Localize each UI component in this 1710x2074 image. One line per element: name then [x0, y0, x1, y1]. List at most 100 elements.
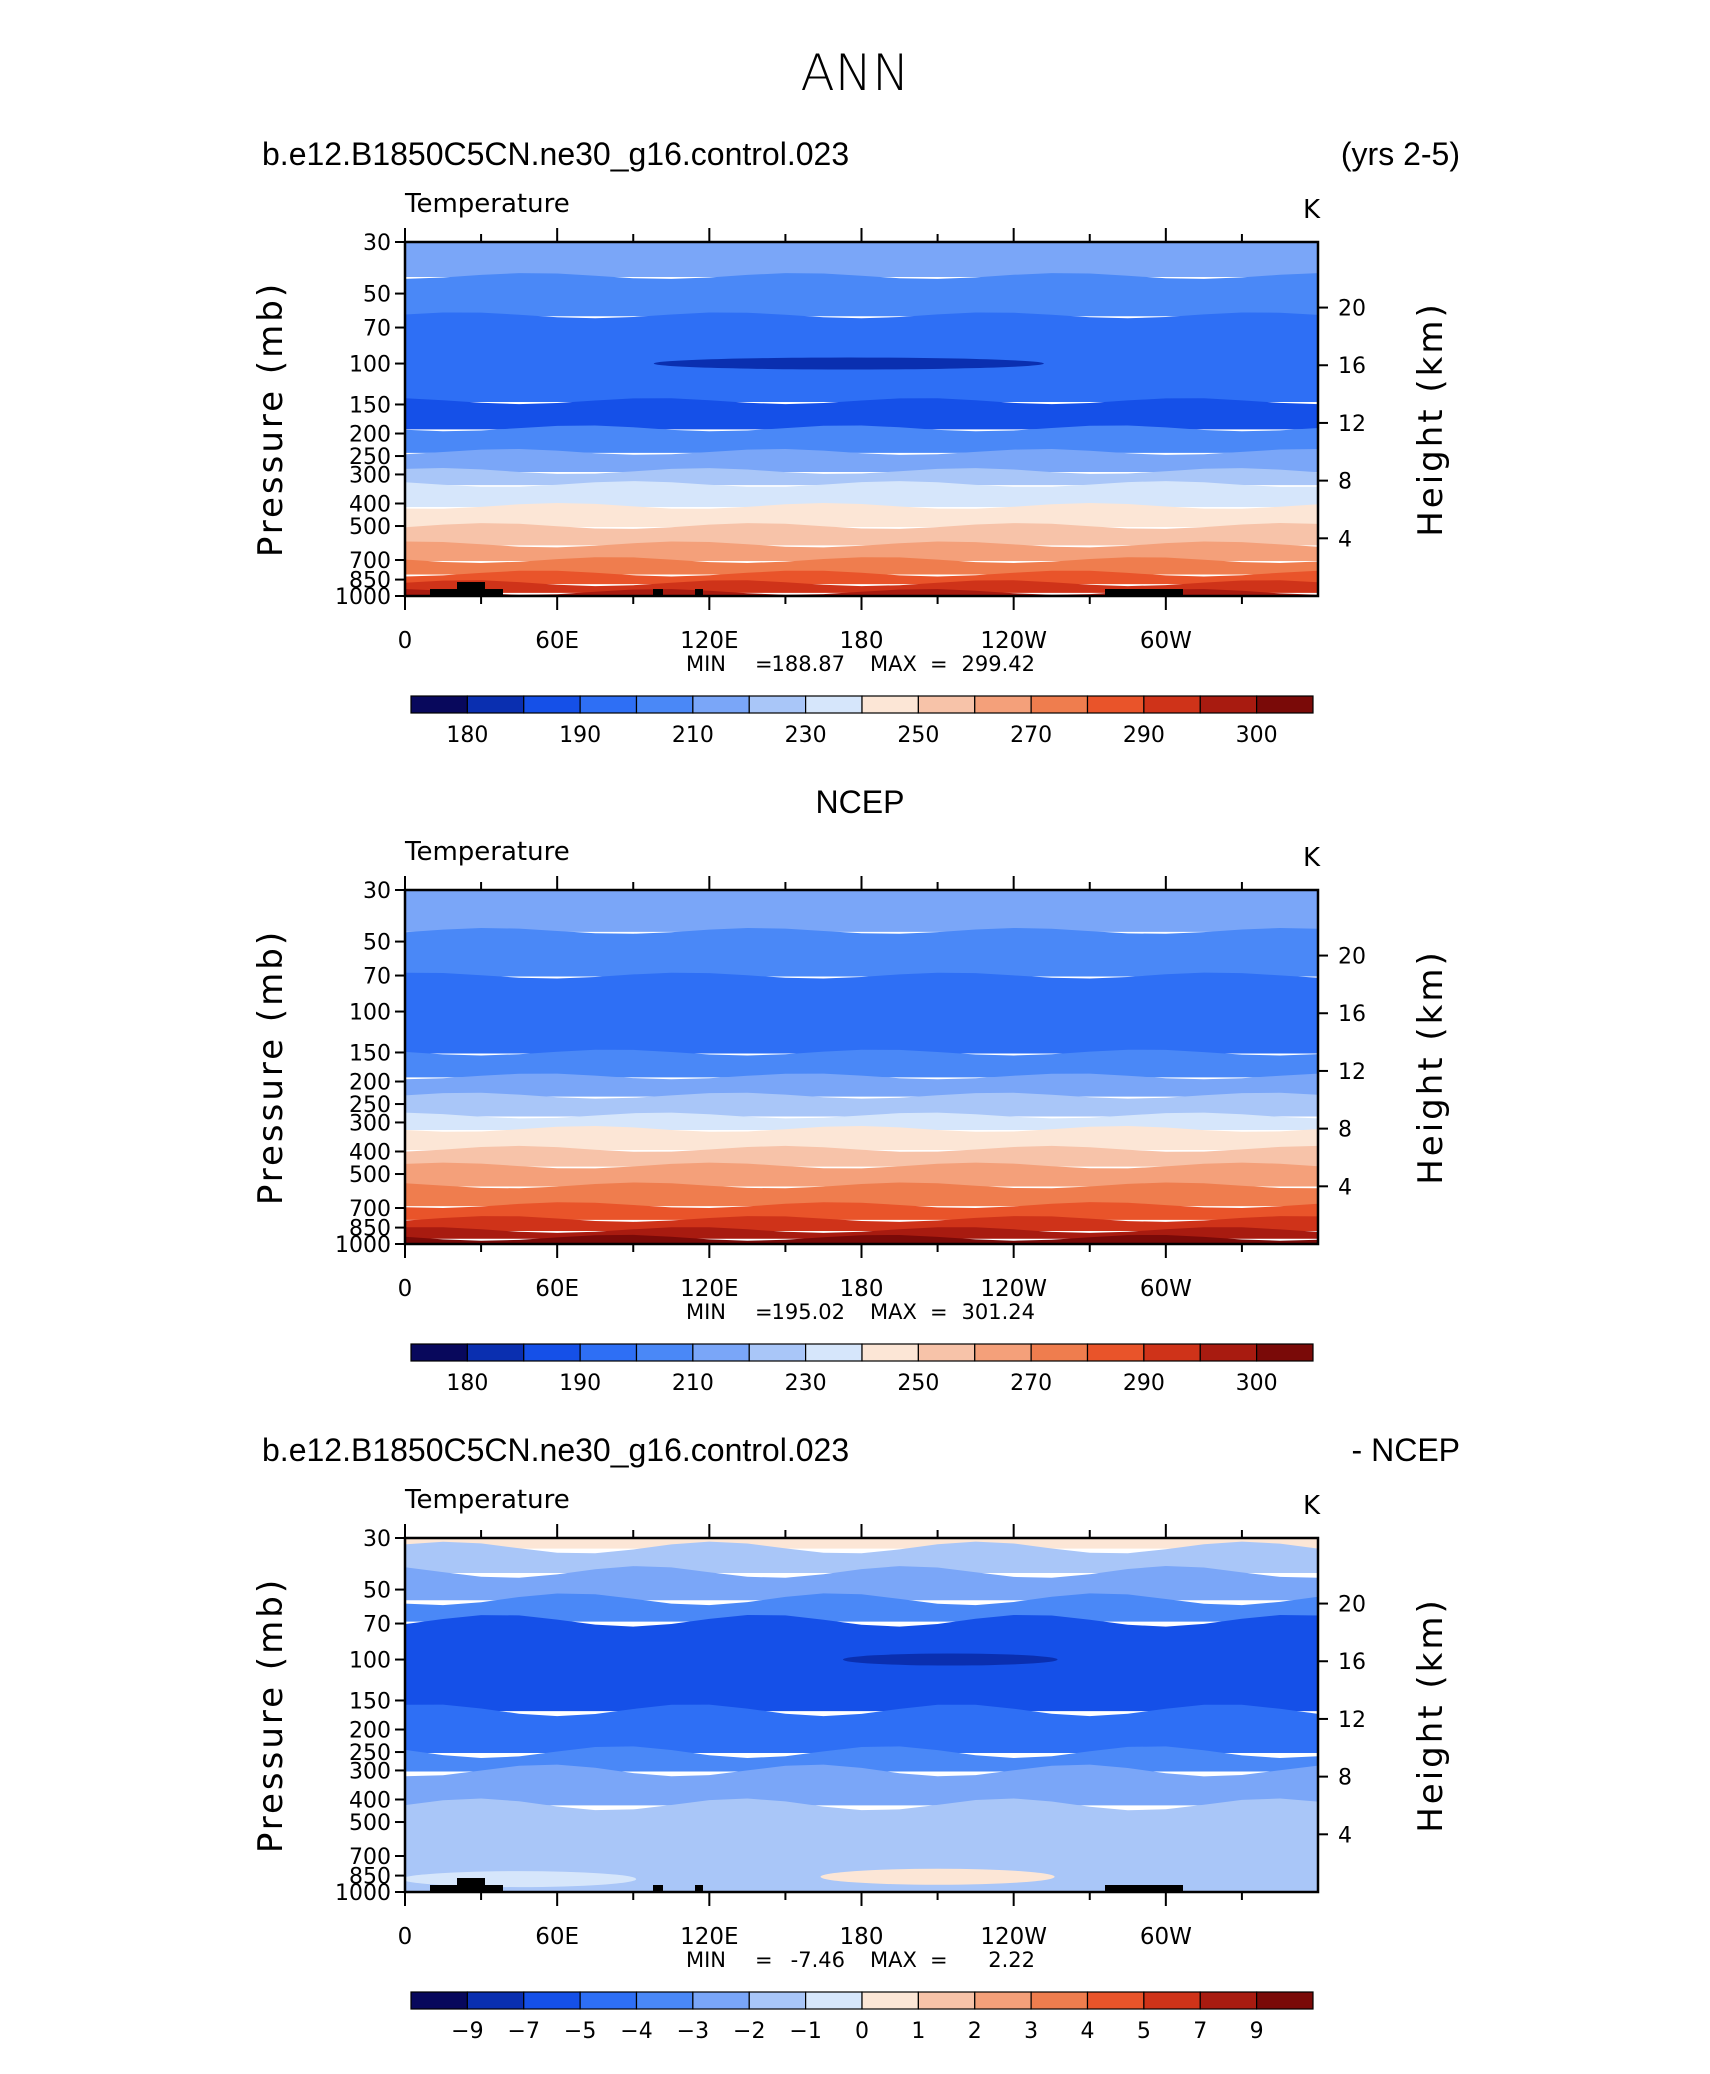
- y-tick-label: 100: [349, 1001, 391, 1026]
- contour-band: [405, 1126, 1318, 1150]
- colorbar-box: [523, 1343, 581, 1362]
- y-tick-label: 30: [363, 1527, 391, 1552]
- contour-band: [405, 1798, 1318, 1892]
- y-tick-label: 700: [349, 549, 391, 574]
- colorbar-box: [1199, 1991, 1258, 2010]
- contour-band: [405, 1704, 1318, 1754]
- colorbar-label: 210: [672, 1371, 714, 1396]
- variable-label: Temperature: [404, 189, 570, 219]
- x-tick-label: 0: [398, 1276, 413, 1302]
- x-tick-label: 120E: [680, 1924, 738, 1950]
- contour-band: [405, 1234, 1318, 1244]
- colorbar-box: [917, 1991, 976, 2010]
- colorbar-box: [466, 1343, 525, 1362]
- min-value: -7.46: [791, 1948, 845, 1972]
- colorbar-label: −4: [620, 2019, 652, 2044]
- contour-band: [405, 523, 1318, 546]
- colorbar-box: [748, 1343, 807, 1362]
- y-tick-label: 300: [349, 1759, 391, 1784]
- colorbar-box: [748, 695, 807, 714]
- contour-band: [405, 1182, 1318, 1207]
- colorbar-box: [917, 695, 976, 714]
- contour-bands: [405, 242, 1318, 596]
- colorbar-label: 290: [1123, 723, 1165, 748]
- land-mask: [430, 1885, 457, 1892]
- colorbar-box: [635, 1343, 694, 1362]
- y-tick-label: 400: [349, 1788, 391, 1813]
- panel-3: b.e12.B1850C5CN.ne30_g16.control.023 - NC…: [251, 1432, 1460, 2044]
- colorbar-box: [410, 1343, 468, 1362]
- colorbar-box: [1086, 695, 1145, 714]
- land-mask: [457, 1878, 485, 1892]
- y-tick-label: 30: [363, 879, 391, 904]
- min-label: MIN: [686, 1300, 726, 1324]
- max-label: MAX: [870, 652, 917, 676]
- case-title: b.e12.B1850C5CN.ne30_g16.control.023: [262, 1432, 849, 1468]
- y-tick-label: 250: [349, 1741, 391, 1766]
- min-label: MIN: [686, 1948, 726, 1972]
- land-mask: [457, 582, 485, 596]
- light-blob: [405, 1871, 637, 1888]
- colorbar-label: 3: [1024, 2019, 1038, 2044]
- y-tick-label: 400: [349, 1140, 391, 1165]
- colorbar-box: [466, 1991, 525, 2010]
- panels-group: b.e12.B1850C5CN.ne30_g16.control.023 (yrs…: [251, 136, 1460, 2044]
- contour-band: [405, 1216, 1318, 1231]
- contour-band: [405, 242, 1318, 277]
- contour-band: [405, 1202, 1318, 1220]
- y-axis-title: Pressure (mb): [251, 929, 291, 1205]
- colorbar-box: [861, 1343, 919, 1362]
- y-tick-label: 700: [349, 1845, 391, 1870]
- y-tick-label: 50: [363, 283, 391, 308]
- y-tick-label: 400: [349, 492, 391, 517]
- colorbar-box: [410, 695, 468, 714]
- x-tick-label: 60E: [535, 1276, 579, 1302]
- y-tick-label: 850: [349, 569, 391, 594]
- land-mask: [653, 1885, 663, 1892]
- colorbar-box: [579, 695, 638, 714]
- colorbar-box: [523, 1991, 581, 2010]
- x-tick-label: 60E: [535, 628, 579, 654]
- colorbar-label: 290: [1123, 1371, 1165, 1396]
- colorbar-box: [635, 1991, 694, 2010]
- colorbar-box: [1199, 695, 1258, 714]
- land-mask: [653, 589, 663, 596]
- panel-1: b.e12.B1850C5CN.ne30_g16.control.023 (yrs…: [251, 136, 1460, 748]
- max-label: MAX: [870, 1948, 917, 1972]
- contour-band: [405, 1162, 1318, 1187]
- contour-band: [405, 481, 1318, 507]
- y-tick-label: 50: [363, 1579, 391, 1604]
- colorbar-box: [805, 1343, 863, 1362]
- colorbar-box: [861, 695, 919, 714]
- right-tick-label: 8: [1338, 470, 1352, 495]
- y-tick-label: 850: [349, 1865, 391, 1890]
- colorbar-box: [1030, 1991, 1089, 2010]
- colorbar-label: 300: [1236, 723, 1278, 748]
- y-tick-label: 70: [363, 965, 391, 990]
- colorbar-label: 270: [1010, 1371, 1052, 1396]
- land-mask: [485, 1885, 503, 1892]
- colorbar-box: [692, 1343, 750, 1362]
- y-tick-label: 150: [349, 1689, 391, 1714]
- x-tick-label: 180: [840, 1924, 884, 1950]
- variable-label: Temperature: [404, 837, 570, 867]
- colorbar-box: [1256, 1343, 1314, 1362]
- x-tick-label: 60W: [1140, 628, 1192, 654]
- y-axis-title: Pressure (mb): [251, 281, 291, 557]
- x-tick-label: 120W: [980, 1924, 1047, 1950]
- colorbar-box: [805, 695, 863, 714]
- contour-band: [405, 1566, 1318, 1601]
- contour-bands: [405, 890, 1318, 1244]
- x-tick-label: 60E: [535, 1924, 579, 1950]
- warm-blob: [820, 1868, 1055, 1885]
- colorbar-box: [1086, 1343, 1145, 1362]
- y-tick-label: 30: [363, 231, 391, 256]
- colorbar-label: 250: [897, 1371, 939, 1396]
- x-tick-label: 180: [840, 1276, 884, 1302]
- y-tick-label: 1000: [335, 585, 391, 610]
- y-tick-label: 1000: [335, 1233, 391, 1258]
- colorbar-box: [1143, 1991, 1201, 2010]
- right-tick-label: 12: [1338, 412, 1366, 437]
- colorbar-label: 190: [559, 723, 601, 748]
